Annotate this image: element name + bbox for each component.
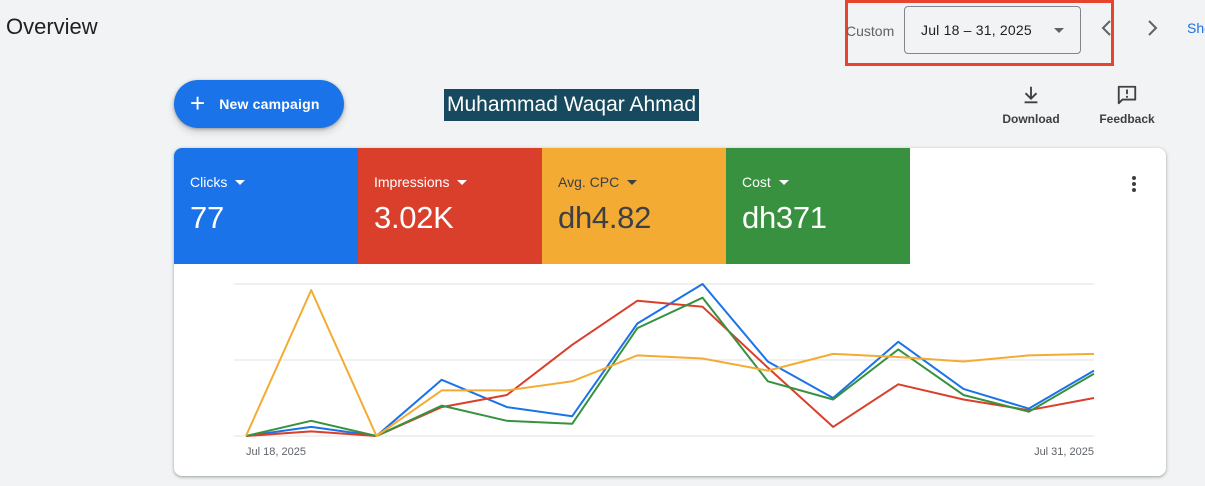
x-tick-label: Jul 18, 2025 [246, 446, 306, 458]
chevron-down-icon [457, 179, 468, 185]
show-link[interactable]: Show [1187, 20, 1205, 36]
chart-series-line-1 [245, 299, 1095, 437]
chevron-down-icon [235, 179, 246, 185]
chevron-down-icon [1054, 28, 1064, 33]
feedback-icon [1117, 85, 1137, 105]
download-label: Download [1002, 112, 1060, 126]
metric-value: 77 [190, 200, 224, 235]
name-banner: Muhammad Waqar Ahmad [444, 89, 699, 121]
feedback-button[interactable]: Feedback [1096, 84, 1158, 126]
metric-tile-avg-cpc[interactable]: Avg. CPC dh4.82 [542, 148, 726, 264]
metric-value: dh371 [742, 200, 827, 235]
download-button[interactable]: Download [1001, 84, 1061, 126]
download-icon [1024, 86, 1038, 104]
more-options-icon[interactable] [1124, 174, 1144, 194]
performance-card: Clicks 77 Impressions 3.02K Avg. CPC dh4… [174, 148, 1166, 476]
page-title: Overview [6, 14, 98, 39]
chevron-right-icon[interactable] [1140, 16, 1164, 40]
new-campaign-button[interactable]: + New campaign [174, 80, 344, 128]
chevron-down-icon [778, 179, 789, 185]
chevron-left-icon[interactable] [1095, 16, 1119, 40]
metric-tile-clicks[interactable]: Clicks 77 [174, 148, 358, 264]
metric-label: Avg. CPC [558, 174, 620, 190]
metric-tile-cost[interactable]: Cost dh371 [726, 148, 910, 264]
plus-icon: + [190, 87, 206, 118]
chart-series-line-2 [245, 296, 1095, 437]
date-range-value: Jul 18 – 31, 2025 [921, 22, 1032, 38]
metric-label: Clicks [190, 174, 228, 190]
date-range-label: Custom [846, 23, 895, 39]
metric-tiles: Clicks 77 Impressions 3.02K Avg. CPC dh4… [174, 148, 910, 264]
metric-tile-impressions[interactable]: Impressions 3.02K [358, 148, 542, 264]
x-tick-label: Jul 31, 2025 [1034, 446, 1094, 458]
metric-label: Cost [742, 174, 771, 190]
date-range-highlight: Custom Jul 18 – 31, 2025 [845, 0, 1114, 66]
feedback-label: Feedback [1099, 112, 1155, 126]
metric-label: Impressions [374, 174, 450, 190]
chart-series-line-3 [245, 289, 1095, 437]
metric-value: dh4.82 [558, 200, 652, 235]
metric-value: 3.02K [374, 200, 454, 235]
new-campaign-label: New campaign [219, 96, 320, 112]
date-range-select[interactable]: Jul 18 – 31, 2025 [904, 6, 1081, 54]
performance-chart: Jul 18, 2025 Jul 31, 2025 [234, 283, 1095, 458]
chevron-down-icon [627, 179, 638, 185]
